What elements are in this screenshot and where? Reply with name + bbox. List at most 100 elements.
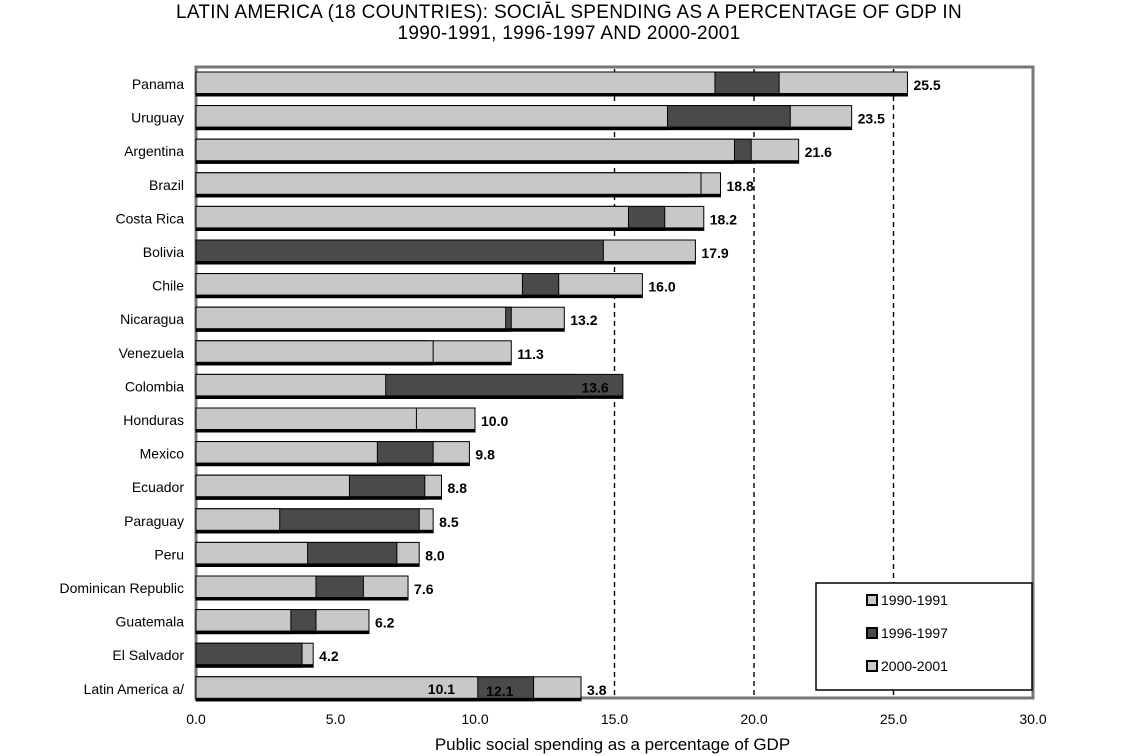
bar-bolivia-1996-1997 — [195, 239, 604, 265]
category-label: Honduras — [123, 412, 184, 428]
bar-group-colombia — [195, 373, 624, 399]
bar-group-paraguay — [195, 508, 434, 534]
bar-shadow — [196, 529, 434, 533]
bar-group-el-salvador — [195, 642, 314, 668]
bar-paraguay-1990-1991 — [195, 508, 281, 534]
chart-title-line-1: LATIN AMERICA (18 COUNTRIES): SOCIĀL SPE… — [175, 2, 963, 23]
bar-peru-1990-1991 — [195, 541, 309, 567]
value-label: 18.2 — [710, 211, 737, 227]
bar-nicaragua-1990-1991 — [195, 306, 507, 332]
value-label: 10.0 — [481, 413, 508, 429]
bar-chile-1990-1991 — [195, 273, 523, 299]
category-label: Nicaragua — [120, 311, 184, 327]
legend-label: 1996-1997 — [881, 625, 948, 641]
value-label: 13.2 — [570, 312, 597, 328]
value-label: 25.5 — [913, 77, 940, 93]
bar-shadow — [196, 193, 721, 197]
x-axis-title: Public social spending as a percentage o… — [435, 735, 790, 754]
bar-group-honduras — [195, 407, 476, 433]
legend-label: 2000-2001 — [881, 658, 948, 674]
bar-shadow — [196, 294, 643, 298]
value-label: 9.8 — [475, 447, 495, 463]
bar-group-nicaragua — [195, 306, 565, 332]
bar-shadow — [196, 496, 442, 500]
inline-label: 10.1 — [428, 681, 455, 697]
category-label: El Salvador — [112, 647, 184, 663]
category-label: Costa Rica — [116, 210, 185, 226]
bar-group-latin-america-a — [195, 676, 582, 702]
bar-group-costa-rica — [195, 205, 705, 231]
category-label: Chile — [152, 278, 184, 294]
value-label: 11.3 — [517, 346, 544, 362]
value-label: 6.2 — [375, 615, 395, 631]
bar-shadow — [196, 227, 704, 231]
x-tick-label: 30.0 — [1019, 711, 1046, 727]
bar-dominican-republic-1990-1991 — [195, 575, 317, 601]
category-label: Peru — [154, 546, 184, 562]
bar-group-dominican-republic — [195, 575, 409, 601]
x-tick-label: 25.0 — [880, 711, 907, 727]
bar-shadow — [196, 395, 623, 399]
bar-argentina-1990-1991 — [195, 138, 735, 164]
bar-shadow — [196, 429, 475, 432]
legend-swatch — [866, 660, 878, 672]
category-label: Bolivia — [143, 244, 184, 260]
bar-shadow — [196, 563, 420, 567]
category-label: Venezuela — [119, 345, 185, 361]
bar-shadow — [196, 160, 799, 164]
bar-group-brazil — [195, 172, 722, 198]
bar-shadow — [196, 697, 582, 701]
bar-latin-america-a-1990-1991 — [195, 676, 479, 702]
value-label: 17.9 — [701, 245, 728, 261]
bar-panama-1990-1991 — [195, 71, 716, 97]
bar-shadow — [196, 126, 852, 130]
bar-group-venezuela — [195, 340, 512, 366]
bar-group-chile — [195, 273, 643, 299]
category-label: Uruguay — [131, 110, 184, 126]
chart-title-line-2: 1990-1991, 1996-1997 AND 2000-2001 — [397, 23, 741, 44]
bar-el-salvador-1996-1997 — [195, 642, 303, 668]
category-labels: Panama Uruguay Argentina Brazil Costa Rica Bo… — [59, 76, 184, 697]
bar-shadow — [196, 361, 512, 365]
bars — [195, 71, 908, 702]
value-label: 8.8 — [448, 480, 468, 496]
value-label: 21.6 — [805, 144, 832, 160]
value-label: 8.0 — [425, 547, 445, 563]
legend: 1990-1991 1996-1997 2000-2001 — [815, 582, 1033, 691]
legend-swatch — [866, 627, 878, 639]
value-label: 7.6 — [414, 581, 434, 597]
bar-group-peru — [195, 541, 420, 567]
value-label: 16.0 — [648, 279, 675, 295]
category-label: Mexico — [140, 446, 185, 462]
value-label: 18.8 — [727, 178, 754, 194]
x-tick-label: 5.0 — [326, 711, 346, 727]
value-labels: 25.5 23.5 21.6 18.8 18.2 17.9 16.0 13.2 11.3 13.6… — [319, 77, 941, 699]
bar-uruguay-1990-1991 — [195, 105, 669, 131]
bar-guatemala-1990-1991 — [195, 609, 292, 635]
bar-brazil-1990-1991 — [195, 172, 702, 198]
category-label: Paraguay — [124, 513, 184, 529]
category-label: Ecuador — [132, 479, 184, 495]
bar-shadow — [196, 597, 409, 600]
bar-shadow — [196, 630, 369, 634]
category-label: Panama — [132, 76, 184, 92]
bar-group-argentina — [195, 138, 800, 164]
x-tick-label: 0.0 — [186, 711, 206, 727]
value-label: 8.5 — [439, 514, 459, 530]
category-label: Guatemala — [116, 614, 185, 630]
legend-box — [815, 582, 1033, 691]
bar-group-guatemala — [195, 609, 370, 635]
bar-shadow — [196, 462, 470, 466]
x-axis: 0.0 5.0 10.0 15.0 20.0 25.0 30.0 Public social … — [186, 711, 1047, 754]
bar-group-panama — [195, 71, 908, 97]
bar-colombia-1990-1991 — [195, 373, 387, 399]
bar-group-mexico — [195, 441, 470, 467]
bar-group-uruguay — [195, 105, 853, 131]
x-tick-label: 10.0 — [461, 711, 488, 727]
legend-label: 1990-1991 — [881, 592, 948, 608]
category-label: Colombia — [125, 378, 184, 394]
bar-mexico-1990-1991 — [195, 441, 378, 467]
bar-group-ecuador — [195, 474, 443, 500]
bar-ecuador-1990-1991 — [195, 474, 350, 500]
